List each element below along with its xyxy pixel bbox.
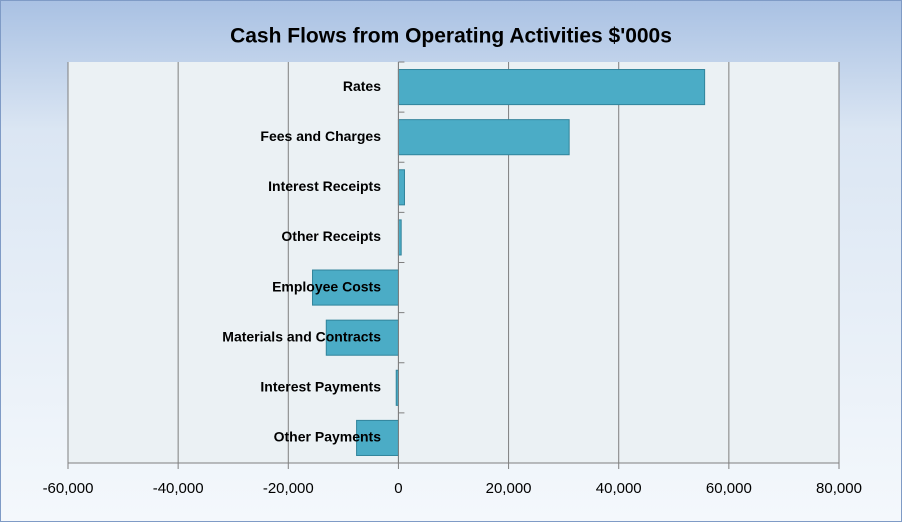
x-tick-label: -20,000 <box>263 480 314 497</box>
y-tick-label: Other Payments <box>274 429 382 445</box>
chart-title: Cash Flows from Operating Activities $'0… <box>230 25 672 48</box>
bar <box>325 319 399 356</box>
y-tick-label: Interest Payments <box>260 379 381 395</box>
bar <box>397 69 706 106</box>
bar <box>397 119 570 156</box>
x-tick-label: 20,000 <box>486 480 532 497</box>
bar <box>312 269 399 306</box>
x-tick-label: 40,000 <box>596 480 642 497</box>
x-tick-label: -60,000 <box>43 480 94 497</box>
y-tick-label: Employee Costs <box>272 278 381 294</box>
bar <box>397 169 405 206</box>
y-tick-label: Fees and Charges <box>260 128 381 144</box>
y-tick-label: Other Receipts <box>281 228 381 244</box>
x-tick-label: -40,000 <box>153 480 204 497</box>
x-tick-label: 60,000 <box>706 480 752 497</box>
x-tick-label: 80,000 <box>816 480 862 497</box>
y-tick-label: Interest Receipts <box>268 178 381 194</box>
y-tick-label: Rates <box>343 78 381 94</box>
bar <box>356 419 399 456</box>
x-tick-label: 0 <box>394 480 402 497</box>
y-tick-label: Materials and Contracts <box>222 328 381 344</box>
